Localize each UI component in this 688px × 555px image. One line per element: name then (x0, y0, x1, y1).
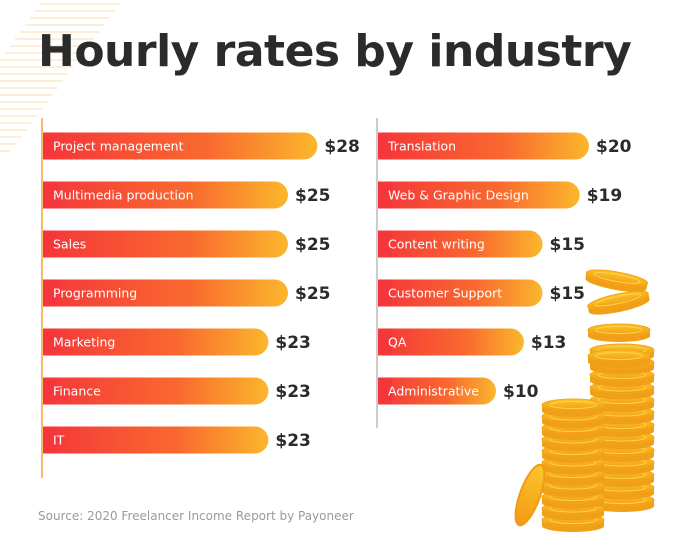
bar (378, 230, 543, 258)
bar-cap (43, 230, 57, 258)
category-label: Project management (53, 139, 184, 154)
coin-face (587, 290, 649, 310)
category-label: QA (388, 335, 407, 350)
value-label: $19 (587, 186, 623, 206)
bar (378, 132, 589, 160)
coin-face (587, 349, 651, 363)
value-label: $15 (550, 235, 586, 255)
category-label: Translation (387, 139, 456, 154)
bar-cap (378, 181, 392, 209)
value-label: $15 (550, 284, 586, 304)
bar (378, 328, 524, 356)
bar-cap (378, 328, 392, 356)
value-label: $20 (596, 137, 632, 157)
value-label: $23 (275, 333, 311, 353)
coin-ring (549, 400, 597, 410)
bar-cap (43, 132, 57, 160)
coin-ring (593, 272, 641, 284)
category-label: Customer Support (388, 286, 502, 301)
coin-ring (595, 325, 643, 335)
coin-face (585, 269, 649, 287)
bar-cap (378, 279, 392, 307)
bar-cap (378, 132, 392, 160)
value-label: $28 (324, 137, 360, 157)
bar (378, 377, 496, 405)
bar (378, 181, 580, 209)
value-label: $23 (275, 431, 311, 451)
value-label: $25 (295, 186, 331, 206)
bar-cap (378, 377, 392, 405)
bar (43, 377, 269, 405)
value-label: $23 (275, 382, 311, 402)
bar (43, 426, 269, 454)
category-label: Content writing (388, 237, 485, 252)
coin-ring (594, 293, 642, 307)
bar (43, 279, 288, 307)
bar-cap (43, 328, 57, 356)
coin (587, 349, 651, 368)
coin-face (541, 398, 605, 412)
category-label: Web & Graphic Design (388, 188, 529, 203)
leaning-coin (514, 463, 546, 527)
category-label: Programming (53, 286, 137, 301)
bar-cap (378, 230, 392, 258)
value-label: $10 (503, 382, 539, 402)
coin (587, 290, 650, 315)
category-label: Administrative (388, 384, 479, 399)
coin-face (587, 323, 651, 337)
value-label: $25 (295, 284, 331, 304)
category-label: Finance (53, 384, 101, 399)
category-label: Marketing (53, 335, 115, 350)
category-label: Sales (53, 237, 86, 252)
bar-cap (43, 279, 57, 307)
bar-cap (43, 426, 57, 454)
source-note: Source: 2020 Freelancer Income Report by… (38, 509, 354, 523)
bar (43, 181, 288, 209)
bar-cap (43, 377, 57, 405)
category-label: Multimedia production (53, 188, 194, 203)
coin (585, 269, 649, 292)
coin (587, 323, 651, 342)
chart-title: Hourly rates by industry (38, 26, 632, 77)
category-label: IT (53, 433, 65, 448)
bar (378, 279, 543, 307)
coin (541, 398, 605, 417)
value-label: $25 (295, 235, 331, 255)
value-label: $13 (531, 333, 567, 353)
coin-ring (595, 351, 643, 361)
bar (43, 328, 269, 356)
bar-cap (43, 181, 57, 209)
bar (43, 230, 288, 258)
bar (43, 132, 318, 160)
